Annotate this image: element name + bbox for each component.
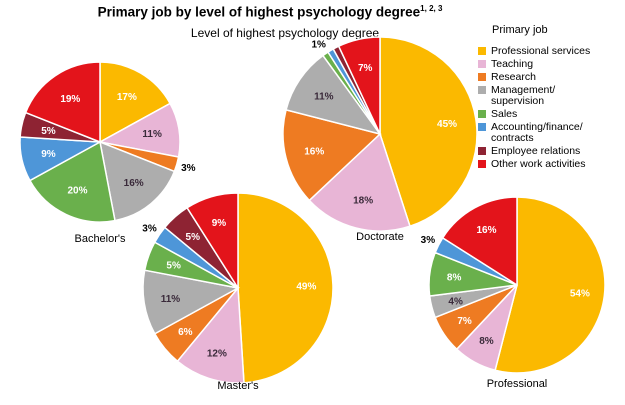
pie-slice xyxy=(99,140,176,222)
slice-label: 16% xyxy=(304,146,324,157)
chart-title-text: Primary job by level of highest psycholo… xyxy=(97,4,421,20)
slice-label: 18% xyxy=(353,195,373,206)
legend-swatch xyxy=(478,123,486,131)
pie-slice xyxy=(494,196,606,374)
legend: Primary job Professional services Teachin… xyxy=(478,24,625,172)
legend-label: Teaching xyxy=(491,58,534,70)
slice-label: 19% xyxy=(60,94,80,105)
pie-name: Doctorate xyxy=(356,231,404,243)
slice-label: 3% xyxy=(421,235,436,246)
pie-name: Master's xyxy=(217,380,259,392)
slice-label: 5% xyxy=(186,232,201,243)
slice-label: 6% xyxy=(178,327,193,338)
pie-slice xyxy=(186,192,239,291)
slice-label: 49% xyxy=(296,281,316,292)
legend-label: Professional services xyxy=(491,45,591,57)
pie-slice xyxy=(24,61,101,144)
slice-label: 5% xyxy=(166,260,181,271)
title-footnotes: 1, 2, 3 xyxy=(420,4,443,13)
pie-slice xyxy=(237,192,334,384)
slice-label: 7% xyxy=(457,316,472,327)
slice-label: 54% xyxy=(570,288,590,299)
pie-name: Professional xyxy=(487,378,548,390)
slice-label: 5% xyxy=(41,126,56,137)
legend-item: Teaching xyxy=(478,59,625,70)
slice-label: 9% xyxy=(41,149,56,160)
pie-slice xyxy=(99,61,172,144)
legend-item: Employee relations xyxy=(478,146,625,157)
slice-label: 16% xyxy=(476,225,496,236)
pie-master-s: 49% 12% 6% 11% 5% 3% 5% 9% Master's xyxy=(142,192,334,392)
legend-swatch xyxy=(478,47,486,55)
slice-label: 20% xyxy=(68,185,88,196)
slice-label: 7% xyxy=(358,63,373,74)
legend-items: Professional services Teaching Research Man… xyxy=(478,46,625,170)
chart-subtitle: Level of highest psychology degree xyxy=(190,26,380,40)
legend-swatch xyxy=(478,110,486,118)
legend-swatch xyxy=(478,73,486,81)
legend-item: Sales xyxy=(478,109,625,120)
pie-slice xyxy=(142,269,241,335)
legend-item: Research xyxy=(478,72,625,83)
legend-label: Other work activities xyxy=(491,158,586,170)
legend-label: Employee relations xyxy=(491,145,581,157)
slice-label: 16% xyxy=(124,178,144,189)
slice-label: 11% xyxy=(142,129,162,140)
slice-label: 3% xyxy=(142,223,157,234)
slice-label: 8% xyxy=(479,336,494,347)
pie-name: Bachelor's xyxy=(74,233,126,245)
pie-doctorate: 45% 18% 16% 11% 1% 7% Doctorate xyxy=(282,36,478,243)
legend-swatch xyxy=(478,160,486,168)
legend-item: Other work activities xyxy=(478,159,625,170)
pie-slice xyxy=(441,196,518,287)
legend-swatch xyxy=(478,147,486,155)
slice-label: 12% xyxy=(207,349,227,360)
legend-label: Management/ supervision xyxy=(491,84,556,107)
pie-slice xyxy=(379,36,478,228)
slice-label: 3% xyxy=(181,163,196,174)
slice-label: 1% xyxy=(312,39,327,50)
legend-title: Primary job xyxy=(492,24,548,36)
pie-slice xyxy=(285,54,382,136)
slice-label: 8% xyxy=(447,273,462,284)
slice-label: 4% xyxy=(448,296,463,307)
legend-item: Management/ supervision xyxy=(478,85,625,107)
slice-label: 45% xyxy=(437,119,457,130)
legend-label: Accounting/finance/ contracts xyxy=(491,121,583,144)
legend-label: Sales xyxy=(491,108,518,120)
pie-professional: 54% 8% 7% 4% 8% 3% 16% Professional xyxy=(421,196,606,390)
chart-title: Primary job by level of highest psycholo… xyxy=(0,4,540,20)
legend-swatch xyxy=(478,86,486,94)
slice-label: 9% xyxy=(212,218,227,229)
pie-slice xyxy=(28,140,116,223)
pie-slice xyxy=(176,286,245,384)
slice-label: 11% xyxy=(314,91,334,102)
slice-label: 11% xyxy=(161,294,181,305)
legend-item: Professional services xyxy=(478,46,625,57)
pie-slice xyxy=(337,36,381,135)
legend-item: Accounting/finance/ contracts xyxy=(478,122,625,144)
legend-swatch xyxy=(478,60,486,68)
slice-label: 17% xyxy=(117,92,137,103)
legend-label: Research xyxy=(491,71,536,83)
pie-bachelor-s: 17% 11% 3% 16% 20% 9% 5% 19% Bachelor's xyxy=(19,61,196,245)
pie-slice xyxy=(308,132,411,232)
pie-slice xyxy=(282,108,382,202)
